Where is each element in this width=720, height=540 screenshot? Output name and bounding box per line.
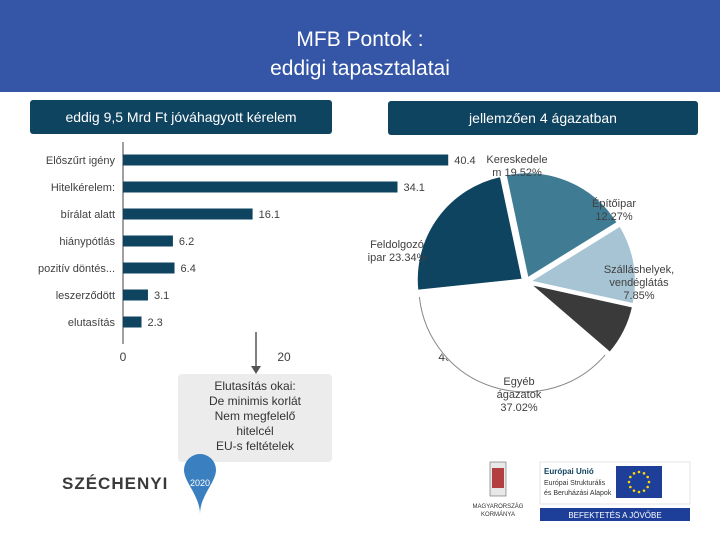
bar [123,181,398,193]
bar-category-label: leszerződött [56,290,115,302]
sectors-label: jellemzően 4 ágazatban [388,101,698,135]
bar [123,316,142,328]
note-line: De minimis korlát [208,394,301,408]
eu-star [632,489,636,492]
bar-value-label: 16.1 [259,209,280,221]
bar [123,154,449,166]
pie-slice-label: Egyéb ágazatok 37.02% [497,376,542,414]
coat-of-arms-shield [492,468,504,488]
arrow-head [251,366,261,374]
bar-category-label: Hitelkérelem: [51,182,115,194]
bar-value-label: 3.1 [154,290,169,302]
page-title-line2: eddigi tapasztalatai [270,57,450,80]
eu-stars [627,470,651,494]
bar [123,235,173,247]
eu-star [647,480,651,484]
pie-slice-label: Építőipar 12.27% [592,197,636,223]
note-line: Nem megfelelő [214,409,296,423]
eu-star [646,485,649,489]
approved-requests-label: eddig 9,5 Mrd Ft jóváhagyott kérelem [30,100,332,134]
bar-category-label: Előszűrt igény [46,155,116,167]
eu-logos: MAGYARORSZÁG KORMÁNYA Európai Unió Európ… [473,461,691,521]
eu-line3: és Beruházási Alapok [544,490,612,497]
eu-box [539,461,691,505]
rejection-reasons-note: Elutasítás okai: De minimis korlát Nem m… [178,374,332,462]
pie-slice [415,174,524,292]
eu-star [637,490,641,494]
pie-slice-label: Szálláshelyek, vendéglátás 7.85% [604,264,674,302]
bar-category-label: bírálat alatt [61,209,115,221]
pin-icon [184,454,216,514]
szechenyi-text: SZÉCHENYI [62,474,169,493]
bar [123,262,175,274]
pie-slice [504,171,620,280]
note-line: Elutasítás okai: [214,379,296,393]
gov-line1: MAGYARORSZÁG [473,503,524,510]
pie-slice-outline [418,296,606,393]
eu-star [627,480,631,484]
pie-slice-label: Feldolgozó ipar 23.34% [368,239,427,264]
invest-banner [540,508,690,521]
eu-star [642,472,646,475]
bar-value-label: 34.1 [404,182,425,194]
eu-star [629,485,632,489]
szechenyi-year: 2020 [190,478,210,488]
invest-text: BEFEKTETÉS A JÖVŐBE [568,511,661,520]
pie-slice [527,224,637,306]
eu-star [629,475,632,479]
szechenyi-2020-logo: SZÉCHENYI [62,474,168,494]
eu-line2: Európai Strukturális [544,480,606,487]
bar-category-label: hiánypótlás [59,236,115,248]
bar-value-label: 6.4 [181,263,196,275]
page-title-line1: MFB Pontok : [296,28,424,51]
eu-star [632,472,636,475]
bar [123,289,148,301]
gov-line2: KORMÁNYA [481,511,515,518]
bar-value-label: 40.4 [454,155,475,167]
header-banner: MFB Pontok : eddigi tapasztalatai [0,0,720,92]
bar-value-label: 6.2 [179,236,194,248]
bar-category-label: pozitív döntés... [38,263,115,275]
note-line: EU-s feltételek [215,439,295,453]
bar-value-label: 2.3 [148,317,163,329]
pie-slice [528,282,635,355]
eu-star [646,475,649,479]
pie-slice-label: Kereskedele m 19.52% [486,154,547,179]
note-line: hitelcél [236,424,274,438]
bar [123,208,253,220]
x-tick-label: 20 [277,350,291,364]
eu-star [642,489,646,492]
bar-category-label: elutasítás [68,317,116,329]
eu-star [637,470,641,474]
x-tick-label: 0 [120,350,127,364]
eu-line1: Európai Unió [544,467,594,476]
